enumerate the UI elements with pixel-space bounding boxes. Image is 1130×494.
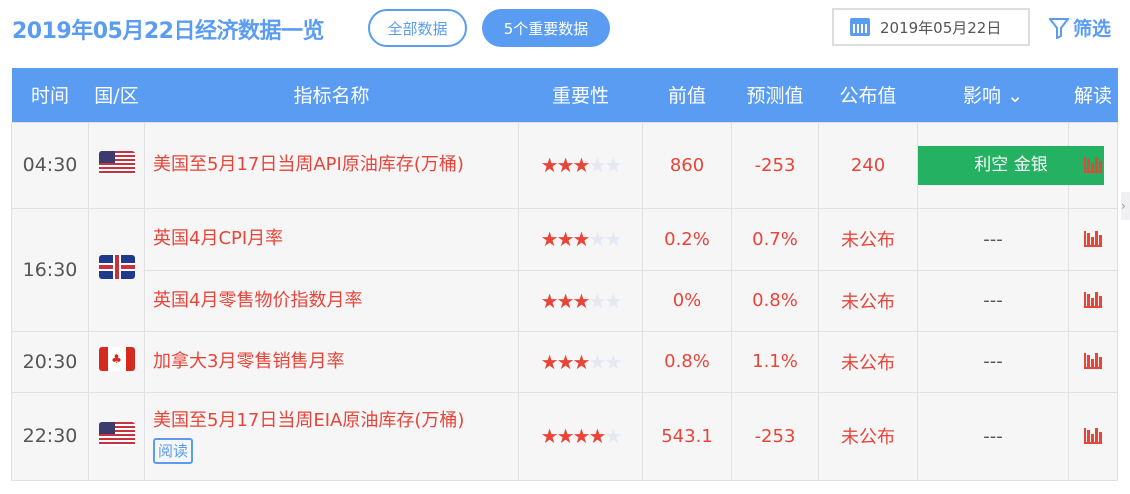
- previous-value: 543.1: [642, 391, 732, 481]
- actual-value: 未公布: [818, 330, 918, 393]
- canada-flag-icon: ♣: [98, 347, 135, 371]
- page-title: 2019年05月22日经济数据一览: [12, 19, 324, 44]
- col-impact[interactable]: 影响 ⌄: [917, 68, 1069, 122]
- country-cell: [88, 121, 145, 209]
- uk-flag-icon: [98, 255, 135, 279]
- country-cell: [88, 207, 145, 332]
- col-interpret: 解读: [1068, 68, 1118, 122]
- indicator-name[interactable]: 英国4月CPI月率: [144, 207, 519, 271]
- date-picker[interactable]: 2019年05月22日: [832, 8, 1030, 46]
- col-importance: 重要性: [518, 68, 643, 122]
- calendar-icon: [850, 18, 870, 36]
- time-cell: 22:30: [11, 391, 89, 481]
- impact-cell: ---: [917, 330, 1069, 393]
- impact-cell: ---: [917, 391, 1069, 481]
- actual-value: 未公布: [818, 269, 918, 332]
- country-cell: ♣: [88, 330, 145, 393]
- importance-stars: ★★★★★: [518, 207, 643, 271]
- filter-icon: [1049, 17, 1069, 39]
- all-data-button[interactable]: 全部数据: [368, 9, 467, 47]
- economic-data-table: 时间 国/区 指标名称 重要性 前值 预测值 公布值 影响 ⌄ 解读 04:30…: [11, 68, 1118, 481]
- impact-cell: ---: [917, 269, 1069, 332]
- table-row: 20:30 ♣ 加拿大3月零售销售月率 ★★★★★ 0.8% 1.1% 未公布 …: [11, 330, 1118, 393]
- forecast-value: -253: [731, 121, 819, 209]
- col-previous: 前值: [642, 68, 732, 122]
- filter-label: 筛选: [1073, 18, 1112, 40]
- bar-chart-icon[interactable]: [1084, 230, 1102, 247]
- read-button[interactable]: 阅读: [153, 438, 194, 464]
- actual-value: 未公布: [818, 207, 918, 271]
- impact-cell: 利空 金银: [917, 121, 1104, 209]
- bar-chart-icon[interactable]: [1084, 427, 1102, 444]
- col-indicator: 指标名称: [144, 68, 519, 122]
- importance-stars: ★★★★★: [518, 330, 643, 393]
- impact-cell: ---: [917, 207, 1069, 271]
- actual-value: 240: [818, 121, 918, 209]
- previous-value: 0.8%: [642, 330, 732, 393]
- previous-value: 0.2%: [642, 207, 732, 271]
- table-row: 22:30 美国至5月17日当周EIA原油库存(万桶) 阅读 ★★★★★ 543.…: [11, 391, 1118, 481]
- country-cell: [88, 391, 145, 481]
- impact-badge: 利空 金银: [918, 145, 1104, 185]
- bar-chart-icon[interactable]: [1084, 353, 1102, 369]
- previous-value: 0%: [642, 269, 732, 332]
- indicator-name[interactable]: 英国4月零售物价指数月率: [144, 269, 519, 332]
- interpret-cell[interactable]: [1068, 207, 1118, 271]
- importance-stars: ★★★★★: [518, 269, 643, 332]
- col-time: 时间: [11, 68, 89, 122]
- col-forecast: 预测值: [731, 68, 819, 122]
- chevron-right-icon[interactable]: ›: [1121, 192, 1130, 220]
- bar-chart-icon[interactable]: [1084, 156, 1102, 173]
- bar-chart-icon[interactable]: [1084, 292, 1102, 308]
- importance-stars: ★★★★★: [518, 121, 643, 209]
- important-data-button[interactable]: 5个重要数据: [482, 9, 610, 47]
- chevron-down-icon[interactable]: ⌄: [1007, 85, 1023, 108]
- time-cell: 20:30: [11, 330, 89, 393]
- col-actual: 公布值: [818, 68, 918, 122]
- table-row: 16:30 英国4月CPI月率 ★★★★★ 0.2% 0.7% 未公布 ---: [11, 207, 1118, 332]
- actual-value: 未公布: [818, 391, 918, 481]
- interpret-cell[interactable]: [1068, 330, 1118, 393]
- indicator-name-cell[interactable]: 美国至5月17日当周EIA原油库存(万桶) 阅读: [144, 391, 519, 481]
- time-cell: 04:30: [11, 121, 89, 209]
- forecast-value: -253: [731, 391, 819, 481]
- importance-stars: ★★★★★: [518, 391, 643, 481]
- indicator-name[interactable]: 加拿大3月零售销售月率: [144, 330, 519, 393]
- table-row: 英国4月零售物价指数月率 ★★★★★ 0% 0.8% 未公布 ---: [12, 269, 1118, 332]
- interpret-cell[interactable]: [1068, 391, 1118, 481]
- time-cell: 16:30: [11, 207, 89, 332]
- forecast-value: 0.8%: [731, 269, 819, 332]
- us-flag-icon: [98, 421, 135, 446]
- col-country: 国/区: [88, 68, 145, 122]
- us-flag-icon: [98, 150, 135, 175]
- table-row: 04:30 美国至5月17日当周API原油库存(万桶) ★★★★★ 860 -2…: [11, 121, 1118, 209]
- interpret-cell[interactable]: [1068, 269, 1118, 332]
- interpret-cell[interactable]: [1068, 121, 1118, 209]
- forecast-value: 1.1%: [731, 330, 819, 393]
- indicator-name[interactable]: 美国至5月17日当周EIA原油库存(万桶): [153, 410, 465, 431]
- previous-value: 860: [642, 121, 732, 209]
- filter-button[interactable]: 筛选: [1049, 14, 1111, 41]
- indicator-name[interactable]: 美国至5月17日当周API原油库存(万桶): [144, 121, 519, 209]
- date-value: 2019年05月22日: [880, 18, 1002, 37]
- forecast-value: 0.7%: [731, 207, 819, 271]
